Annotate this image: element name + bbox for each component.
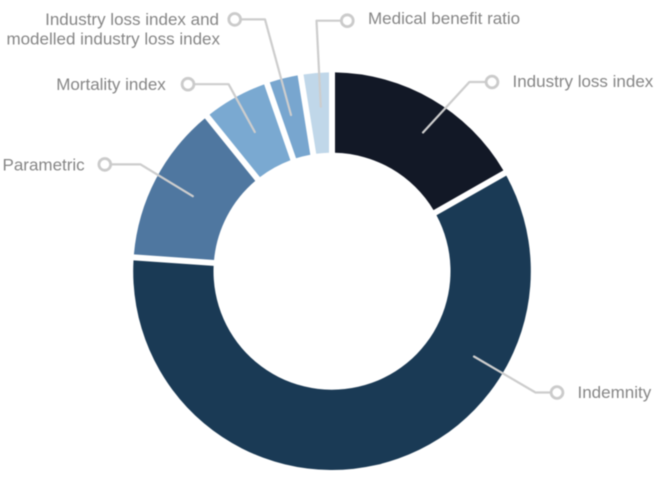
- svg-text:Mortality index: Mortality index: [56, 75, 166, 94]
- svg-text:Industry loss index and: Industry loss index and: [45, 10, 219, 29]
- svg-text:Indemnity: Indemnity: [578, 383, 652, 402]
- svg-text:modelled industry loss index: modelled industry loss index: [6, 30, 220, 49]
- svg-text:Industry loss index: Industry loss index: [513, 72, 654, 91]
- svg-text:Medical benefit ratio: Medical benefit ratio: [368, 9, 520, 28]
- svg-text:Parametric: Parametric: [3, 155, 86, 174]
